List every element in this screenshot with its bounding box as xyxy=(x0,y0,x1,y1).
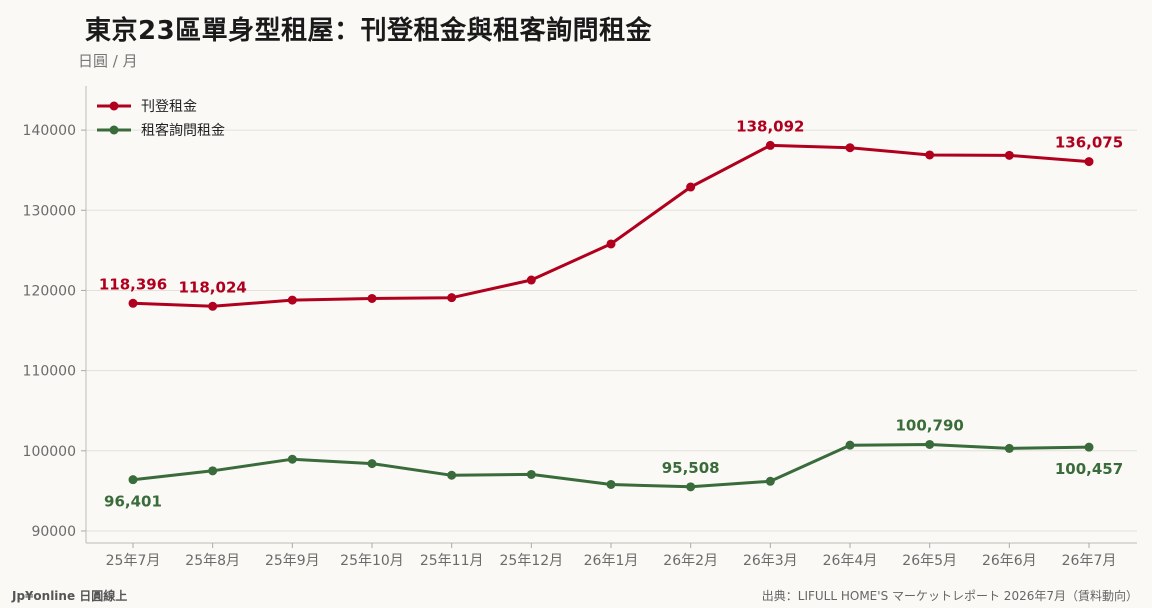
data-labels: 118,396 118,024 138,092 136,075 96,401 95,508… xyxy=(99,117,1123,510)
data-point xyxy=(367,293,377,303)
unit-label: 日圓 / 月 xyxy=(78,52,138,70)
legend-marker xyxy=(109,101,119,111)
data-label: 118,396 xyxy=(99,275,167,293)
data-point xyxy=(686,482,696,492)
x-tick-label: 25年11月 xyxy=(420,553,484,569)
data-point xyxy=(925,150,935,160)
x-tick-label: 26年5月 xyxy=(902,553,957,569)
x-tick-label: 26年1月 xyxy=(584,553,639,569)
data-point xyxy=(447,293,457,303)
data-point xyxy=(128,298,138,308)
data-point xyxy=(526,469,536,479)
legend-label: 刊登租金 xyxy=(141,99,197,115)
data-point xyxy=(447,470,457,480)
data-point xyxy=(128,475,138,485)
x-tick-label: 25年9月 xyxy=(265,553,320,569)
data-label: 100,790 xyxy=(896,416,964,434)
x-axis-ticks: 25年7月 25年8月 25年9月 25年10月 25年11月 25年12月 26年1月 26… xyxy=(106,543,1117,569)
legend-marker xyxy=(109,125,119,135)
y-tick-label: 90000 xyxy=(31,524,76,540)
x-tick-label: 25年10月 xyxy=(340,553,404,569)
x-tick-label: 25年8月 xyxy=(185,553,240,569)
y-tick-label: 140000 xyxy=(23,123,76,139)
x-tick-label: 25年12月 xyxy=(500,553,564,569)
data-point xyxy=(606,239,616,249)
data-label: 95,508 xyxy=(662,459,720,477)
series-points xyxy=(128,140,1094,492)
data-point xyxy=(208,301,218,311)
data-point xyxy=(845,143,855,153)
series-lines xyxy=(132,143,1090,489)
legend-label: 租客詢問租金 xyxy=(141,122,225,139)
data-point xyxy=(606,479,616,489)
footer-source: 出典：LIFULL HOME'S マーケットレポート 2026年7月（賃料動向） xyxy=(761,589,1138,603)
data-point xyxy=(845,440,855,450)
footer-brand: Jp¥online 日圓線上 xyxy=(12,589,128,603)
data-point xyxy=(925,439,935,449)
grid-lines xyxy=(86,129,1137,532)
data-point xyxy=(367,459,377,469)
data-label: 100,457 xyxy=(1055,460,1123,478)
y-tick-label: 120000 xyxy=(23,283,76,299)
data-label: 118,024 xyxy=(179,278,247,296)
data-point xyxy=(765,140,775,150)
data-point xyxy=(1084,442,1094,452)
data-label: 96,401 xyxy=(104,493,162,511)
data-label: 138,092 xyxy=(736,117,804,135)
data-point xyxy=(526,275,536,285)
y-axis-ticks: 90000 100000 110000 120000 130000 140000 xyxy=(23,123,86,540)
x-tick-label: 26年7月 xyxy=(1062,553,1117,569)
x-tick-label: 26年2月 xyxy=(663,553,718,569)
y-tick-label: 110000 xyxy=(23,364,76,380)
data-point xyxy=(287,454,297,464)
x-tick-label: 26年6月 xyxy=(982,553,1037,569)
data-point xyxy=(208,466,218,476)
data-label: 136,075 xyxy=(1055,134,1123,152)
y-tick-label: 100000 xyxy=(23,444,76,460)
x-tick-label: 25年7月 xyxy=(106,553,161,569)
data-point xyxy=(1004,443,1014,453)
data-point xyxy=(1084,157,1094,167)
data-point xyxy=(287,295,297,305)
data-point xyxy=(1004,150,1014,160)
y-tick-label: 130000 xyxy=(23,203,76,219)
data-point xyxy=(686,182,696,192)
x-tick-label: 26年3月 xyxy=(743,553,798,569)
x-tick-label: 26年4月 xyxy=(823,553,878,569)
series-line-1 xyxy=(132,143,1090,308)
data-point xyxy=(765,476,775,486)
chart-title: 東京23區單身型租屋：刊登租金與租客詢問租金 xyxy=(85,16,653,46)
